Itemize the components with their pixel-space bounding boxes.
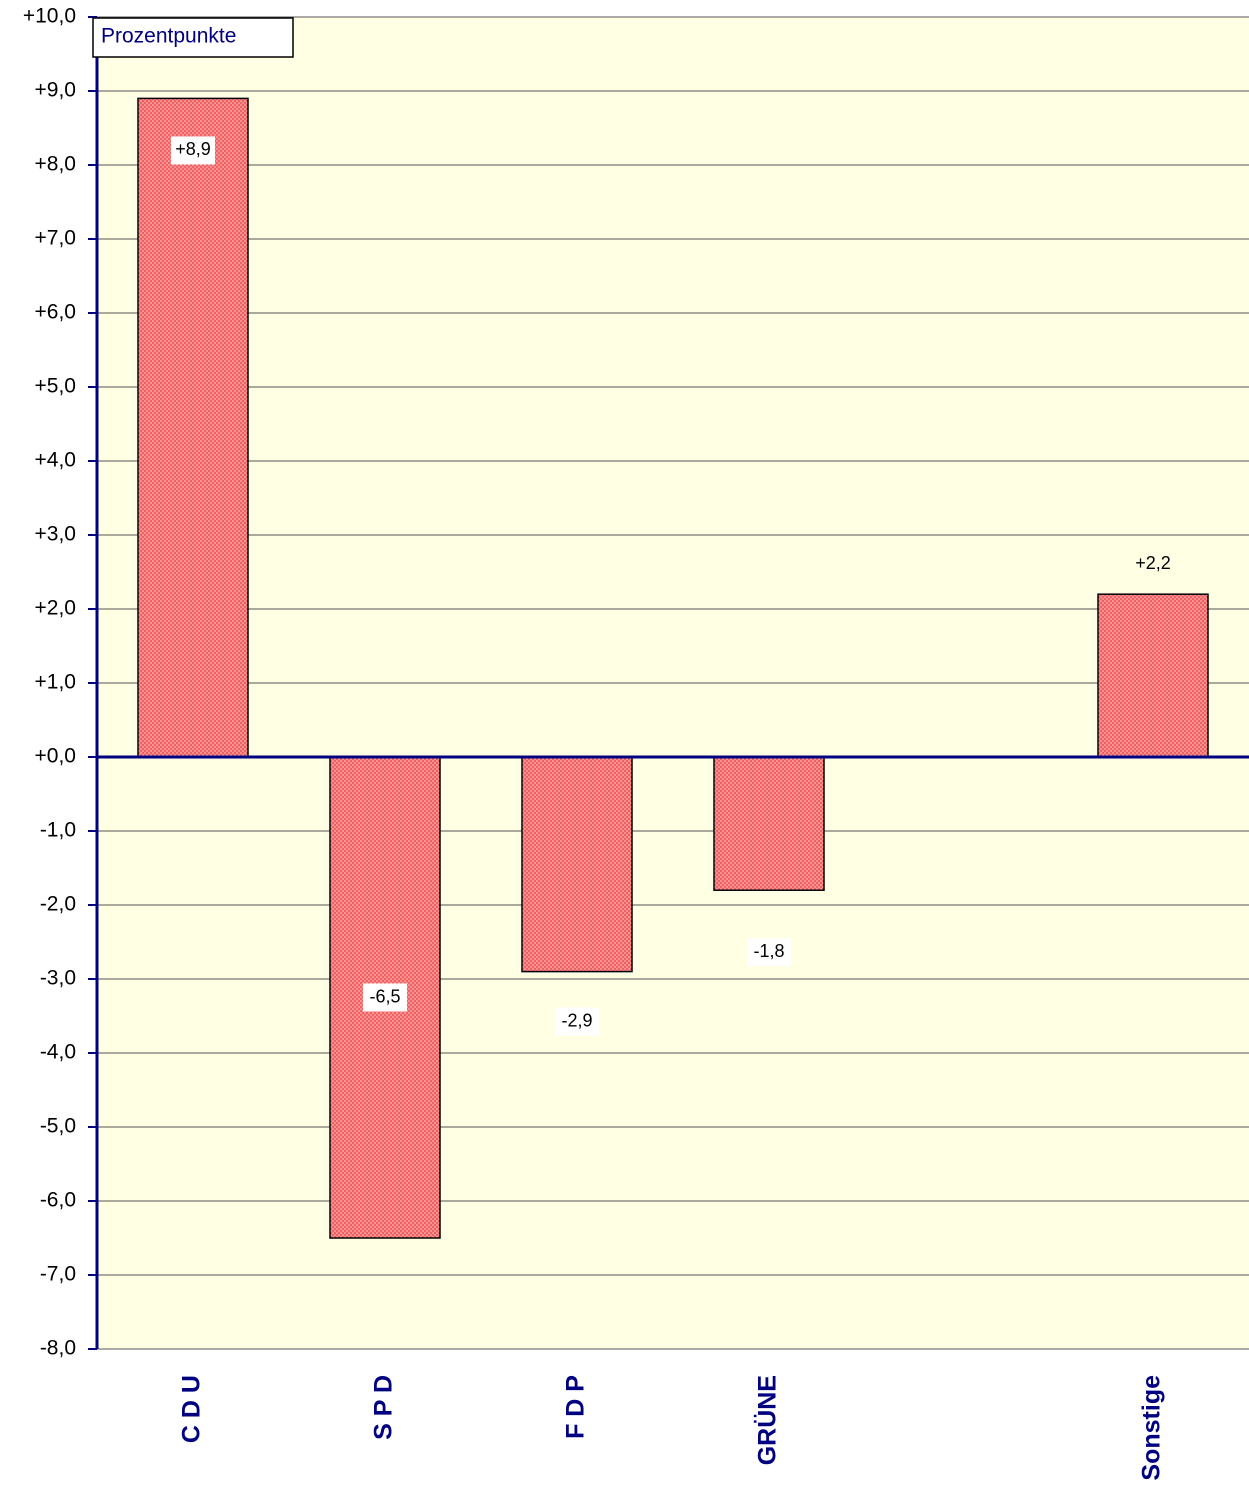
value-label: -1,8 [753, 941, 784, 961]
y-tick-label: -7,0 [40, 1263, 76, 1286]
y-tick-label: -3,0 [40, 967, 76, 990]
x-tick-label: F D P [562, 1375, 590, 1439]
bar [1097, 593, 1209, 758]
y-tick-label: +0,0 [35, 745, 76, 768]
y-tick-label: -5,0 [40, 1115, 76, 1138]
value-label: +8,9 [175, 139, 211, 159]
value-label-bg [555, 1007, 599, 1036]
bar [137, 97, 249, 758]
y-tick-label: +3,0 [35, 523, 76, 546]
unit-label: Prozentpunkte [101, 25, 236, 48]
y-tick-label: -1,0 [40, 819, 76, 842]
y-tick-label: +8,0 [35, 153, 76, 176]
value-label: -2,9 [561, 1010, 592, 1030]
y-tick-label: +1,0 [35, 671, 76, 694]
value-label-bg [747, 938, 791, 967]
unit-box [92, 17, 294, 58]
value-label: -6,5 [369, 986, 400, 1006]
x-tick-label: S P D [370, 1375, 398, 1440]
y-tick-label: +7,0 [35, 227, 76, 250]
x-tick-label: C D U [178, 1375, 206, 1443]
value-label-bg [171, 136, 215, 165]
y-tick-label: +5,0 [35, 375, 76, 398]
x-tick-label: Sonstige [1138, 1375, 1166, 1481]
y-tick-label: -8,0 [40, 1337, 76, 1360]
y-tick-label: -6,0 [40, 1189, 76, 1212]
bar [521, 756, 633, 973]
y-tick-label: +10,0 [23, 5, 76, 28]
y-tick-label: -4,0 [40, 1041, 76, 1064]
x-tick-label: GRÜNE [753, 1375, 782, 1465]
y-tick-label: +4,0 [35, 449, 76, 472]
bar [713, 756, 825, 891]
value-label-bg [363, 983, 407, 1012]
y-tick-label: +6,0 [35, 301, 76, 324]
y-tick-label: -2,0 [40, 893, 76, 916]
y-tick-label: +2,0 [35, 597, 76, 620]
y-tick-label: +9,0 [35, 79, 76, 102]
value-label: +2,2 [1135, 553, 1171, 573]
